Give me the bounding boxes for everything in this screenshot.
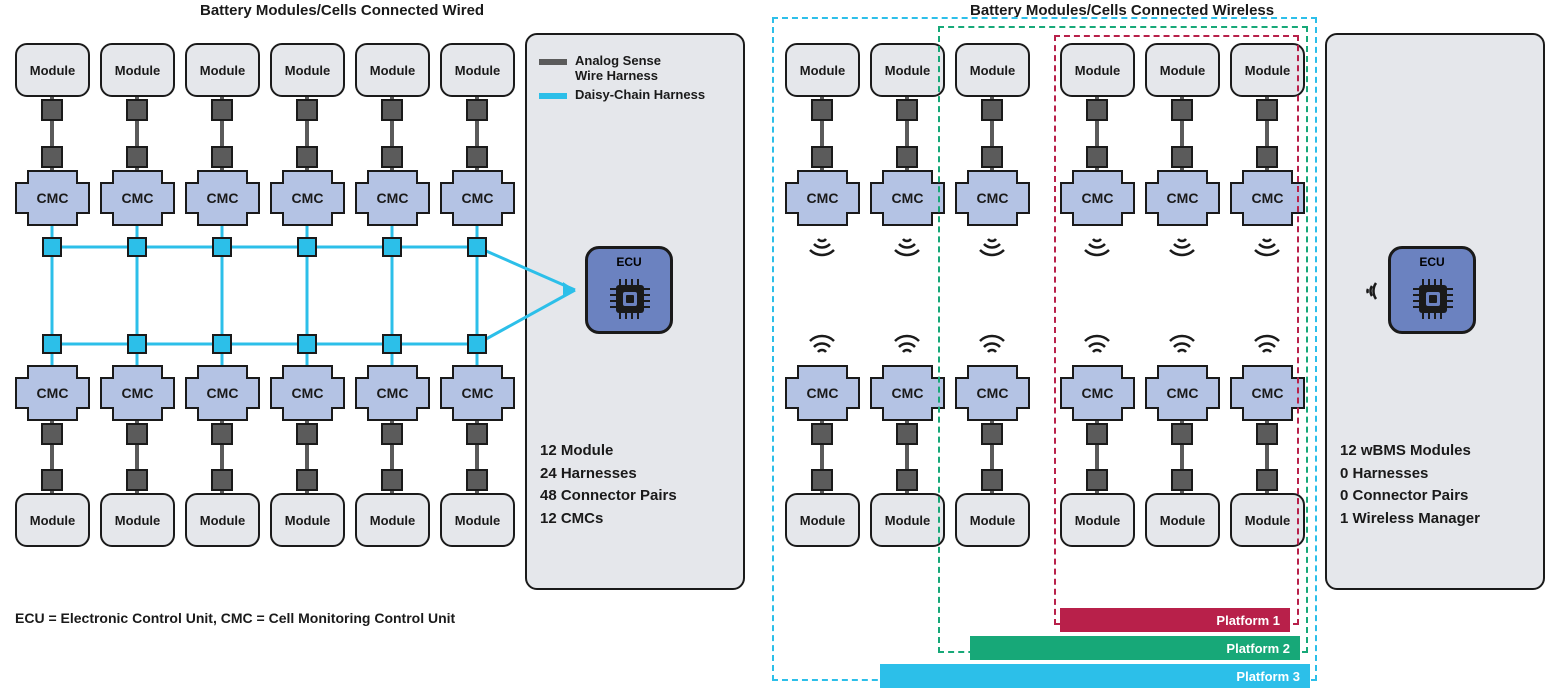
cmc-box: CMC bbox=[185, 365, 260, 421]
module-box: Module bbox=[185, 493, 260, 547]
cmc-box: CMC bbox=[355, 170, 430, 226]
wireless-stat-1: 0 Harnesses bbox=[1340, 463, 1480, 486]
daisy-node bbox=[297, 237, 317, 257]
daisy-node bbox=[42, 334, 62, 354]
legend-analog-swatch bbox=[539, 59, 567, 65]
footnote-text: ECU = Electronic Control Unit, CMC = Cel… bbox=[15, 610, 455, 626]
cmc-box: CMC bbox=[270, 365, 345, 421]
connector-square bbox=[126, 146, 148, 168]
wireless-stats: 12 wBMS Modules 0 Harnesses 0 Connector … bbox=[1340, 440, 1480, 530]
module-box: Module bbox=[15, 493, 90, 547]
wireless-stat-2: 0 Connector Pairs bbox=[1340, 485, 1480, 508]
wired-title: Battery Modules/Cells Connected Wired bbox=[200, 2, 484, 19]
connector-square bbox=[381, 423, 403, 445]
wired-ecu-chip: ECU bbox=[585, 246, 673, 334]
daisy-node bbox=[382, 237, 402, 257]
connector-square bbox=[296, 99, 318, 121]
module-box: Module bbox=[355, 493, 430, 547]
platform-bar-1: Platform 1 bbox=[1060, 608, 1290, 632]
connector-square bbox=[41, 146, 63, 168]
connector-square bbox=[126, 423, 148, 445]
cmc-box: CMC bbox=[100, 170, 175, 226]
connector-square bbox=[211, 423, 233, 445]
chip-icon bbox=[1409, 275, 1457, 323]
connector-square bbox=[381, 99, 403, 121]
cmc-box: CMC bbox=[270, 170, 345, 226]
wired-stat-0: 12 Module bbox=[540, 440, 677, 463]
legend-analog-text: Analog SenseWire Harness bbox=[575, 53, 661, 83]
daisy-node bbox=[467, 237, 487, 257]
daisy-node bbox=[467, 334, 487, 354]
connector-square bbox=[466, 99, 488, 121]
module-box: Module bbox=[355, 43, 430, 97]
chip-icon bbox=[606, 275, 654, 323]
connector-square bbox=[381, 146, 403, 168]
platform-bar-2: Platform 2 bbox=[970, 636, 1300, 660]
legend-block: Analog SenseWire Harness Daisy-Chain Har… bbox=[539, 53, 739, 106]
connector-square bbox=[41, 469, 63, 491]
connector-square bbox=[211, 469, 233, 491]
connector-square bbox=[381, 469, 403, 491]
legend-analog: Analog SenseWire Harness bbox=[539, 53, 739, 83]
ecu-wireless-icon bbox=[1352, 275, 1384, 307]
connector-square bbox=[211, 99, 233, 121]
cmc-box: CMC bbox=[355, 365, 430, 421]
cmc-box: CMC bbox=[100, 365, 175, 421]
connector-square bbox=[466, 423, 488, 445]
daisy-node bbox=[297, 334, 317, 354]
wired-stat-2: 48 Connector Pairs bbox=[540, 485, 677, 508]
module-box: Module bbox=[15, 43, 90, 97]
module-box: Module bbox=[185, 43, 260, 97]
daisy-node bbox=[382, 334, 402, 354]
legend-daisy-swatch bbox=[539, 93, 567, 99]
ecu-label-wireless: ECU bbox=[1391, 255, 1473, 269]
legend-daisy: Daisy-Chain Harness bbox=[539, 87, 739, 102]
wireless-stat-3: 1 Wireless Manager bbox=[1340, 508, 1480, 531]
wireless-stat-0: 12 wBMS Modules bbox=[1340, 440, 1480, 463]
connector-square bbox=[296, 423, 318, 445]
module-box: Module bbox=[100, 43, 175, 97]
daisy-node bbox=[127, 334, 147, 354]
daisy-node bbox=[127, 237, 147, 257]
connector-square bbox=[211, 146, 233, 168]
connector-square bbox=[41, 99, 63, 121]
cmc-box: CMC bbox=[185, 170, 260, 226]
connector-square bbox=[466, 469, 488, 491]
platform-bar-3: Platform 3 bbox=[880, 664, 1310, 688]
connector-square bbox=[296, 146, 318, 168]
cmc-box: CMC bbox=[440, 365, 515, 421]
module-box: Module bbox=[270, 493, 345, 547]
module-box: Module bbox=[440, 43, 515, 97]
connector-square bbox=[296, 469, 318, 491]
wired-stats: 12 Module 24 Harnesses 48 Connector Pair… bbox=[540, 440, 677, 530]
connector-square bbox=[466, 146, 488, 168]
cmc-box: CMC bbox=[15, 170, 90, 226]
connector-square bbox=[126, 99, 148, 121]
cmc-box: CMC bbox=[15, 365, 90, 421]
daisy-node bbox=[212, 237, 232, 257]
cmc-box: CMC bbox=[440, 170, 515, 226]
connector-square bbox=[126, 469, 148, 491]
connector-square bbox=[41, 423, 63, 445]
module-box: Module bbox=[270, 43, 345, 97]
ecu-label-wired: ECU bbox=[588, 255, 670, 269]
module-box: Module bbox=[100, 493, 175, 547]
platform-dash-3 bbox=[772, 17, 1317, 681]
wired-stat-3: 12 CMCs bbox=[540, 508, 677, 531]
wireless-ecu-chip: ECU bbox=[1388, 246, 1476, 334]
legend-daisy-text: Daisy-Chain Harness bbox=[575, 87, 705, 102]
wired-stat-1: 24 Harnesses bbox=[540, 463, 677, 486]
module-box: Module bbox=[440, 493, 515, 547]
daisy-node bbox=[42, 237, 62, 257]
daisy-node bbox=[212, 334, 232, 354]
